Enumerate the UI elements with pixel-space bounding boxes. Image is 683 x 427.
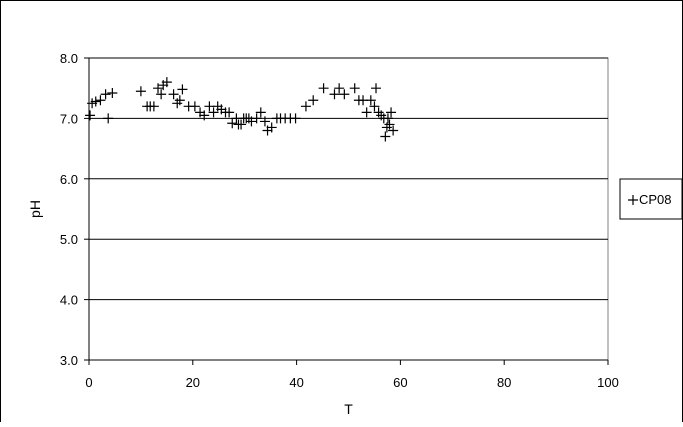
data-point	[174, 95, 185, 106]
y-tick-label: 7.0	[60, 111, 78, 126]
data-point	[156, 89, 167, 100]
data-point	[290, 113, 301, 124]
data-point	[161, 77, 172, 88]
data-point	[266, 122, 277, 133]
x-tick-label: 60	[393, 375, 407, 390]
x-tick-label: 100	[597, 375, 619, 390]
data-point	[107, 88, 118, 99]
data-point	[95, 95, 106, 106]
y-tick-label: 5.0	[60, 232, 78, 247]
legend-box	[619, 178, 683, 220]
data-point	[90, 96, 101, 107]
data-point	[361, 107, 372, 118]
x-tick-label: 0	[85, 375, 92, 390]
data-point	[365, 95, 376, 106]
data-point	[246, 116, 257, 127]
legend-label: CP08	[639, 192, 672, 207]
x-tick-label: 20	[186, 375, 200, 390]
data-point	[318, 83, 329, 94]
data-point	[85, 110, 96, 121]
y-tick-label: 3.0	[60, 353, 78, 368]
data-point	[329, 89, 340, 100]
y-tick-label: 6.0	[60, 172, 78, 187]
data-point	[300, 101, 311, 112]
data-point	[135, 86, 146, 97]
data-point	[380, 131, 391, 142]
tick-labels: 0 20 40 60 80 100 3.0 4.0 5.0 6.0 7.0 8.0	[60, 51, 619, 390]
data-point	[224, 107, 235, 118]
data-point	[148, 101, 159, 112]
data-point	[388, 125, 399, 136]
data-point	[259, 116, 270, 127]
data-point	[103, 113, 114, 124]
data-point	[334, 83, 345, 94]
data-point	[349, 83, 360, 94]
data-point	[177, 84, 188, 95]
y-axis-title: pH	[27, 200, 43, 218]
data-point	[236, 119, 247, 130]
data-point	[308, 95, 319, 106]
data-point	[339, 89, 350, 100]
x-tick-label: 40	[289, 375, 303, 390]
data-point	[386, 107, 397, 118]
data-points	[85, 77, 399, 142]
y-tick-label: 8.0	[60, 51, 78, 66]
data-point	[153, 83, 164, 94]
data-point	[199, 110, 210, 121]
data-point	[208, 107, 219, 118]
data-point	[251, 113, 262, 124]
data-point	[227, 118, 238, 129]
data-point	[369, 101, 380, 112]
data-point	[382, 113, 393, 124]
x-tick-label: 80	[497, 375, 511, 390]
data-point	[255, 107, 266, 118]
legend: CP08	[619, 178, 683, 220]
plot-area	[88, 57, 609, 361]
y-tick-label: 4.0	[60, 293, 78, 308]
data-point	[371, 83, 382, 94]
data-point	[100, 89, 111, 100]
x-axis-title: T	[344, 401, 353, 417]
axes	[84, 57, 609, 365]
data-point	[189, 101, 200, 112]
data-point	[168, 89, 179, 100]
data-point	[384, 119, 395, 130]
gridlines	[89, 57, 608, 301]
legend-marker-plus-icon	[628, 195, 638, 205]
